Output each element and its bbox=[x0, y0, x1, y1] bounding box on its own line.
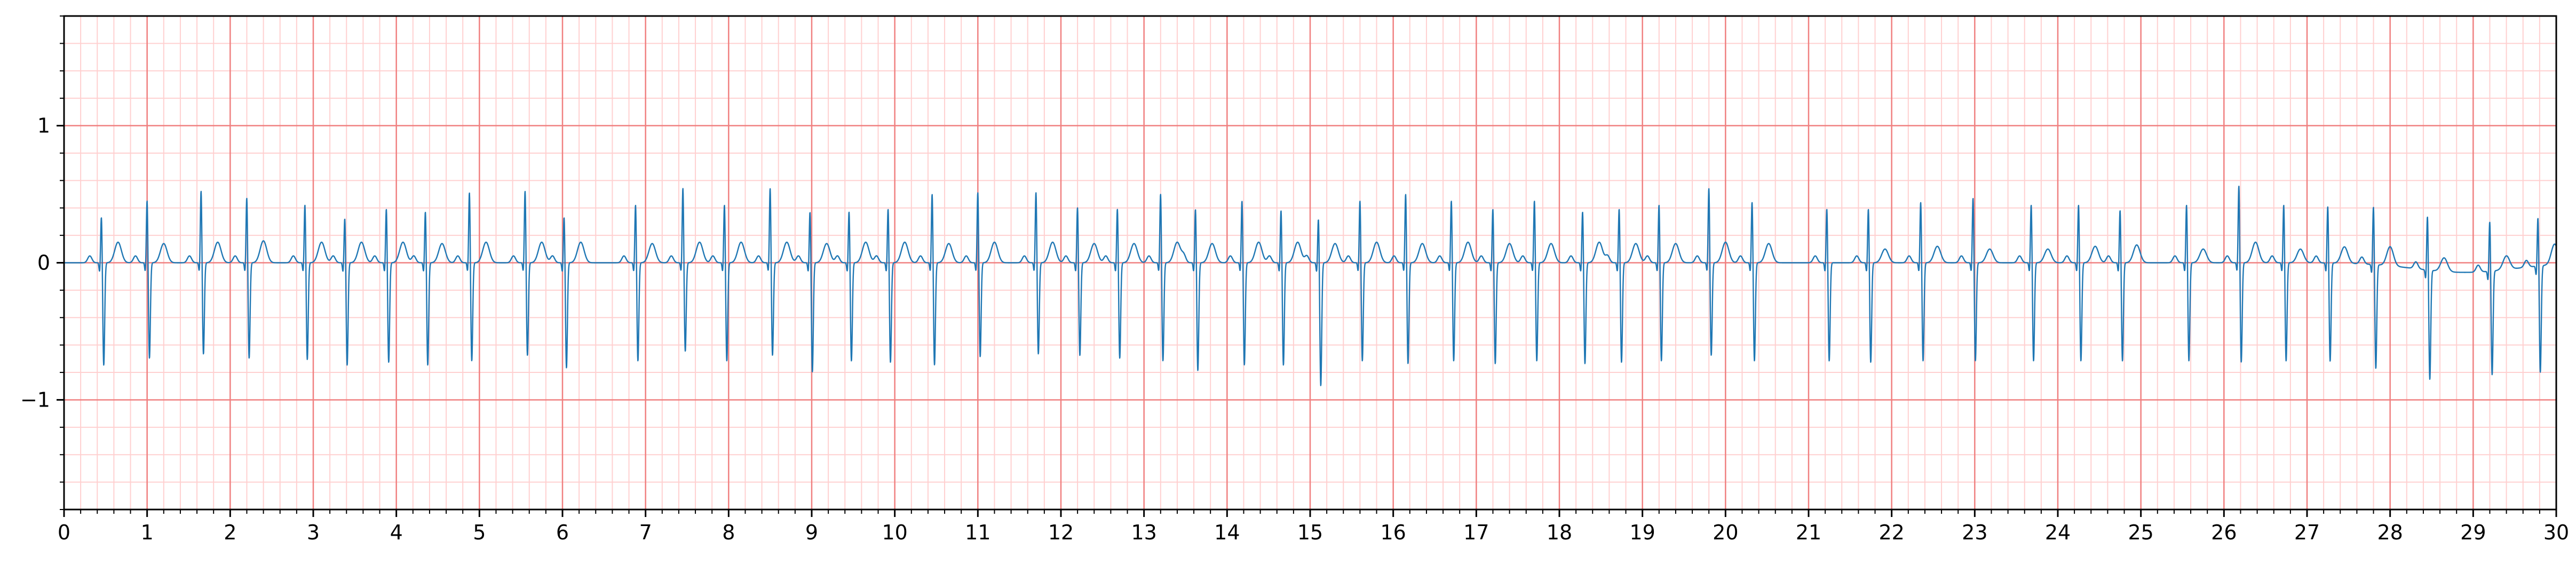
x-tick-label: 16 bbox=[1380, 521, 1406, 544]
x-tick-label: 11 bbox=[965, 521, 990, 544]
x-tick-label: 7 bbox=[639, 521, 652, 544]
trace-layer bbox=[64, 185, 2557, 386]
x-tick-label: 6 bbox=[556, 521, 569, 544]
x-tick-label: 19 bbox=[1629, 521, 1655, 544]
x-tick-label: 24 bbox=[2045, 521, 2071, 544]
x-tick-label: 14 bbox=[1214, 521, 1240, 544]
x-tick-label: 10 bbox=[882, 521, 907, 544]
x-tick-label: 25 bbox=[2128, 521, 2153, 544]
x-tick-label: 8 bbox=[722, 521, 735, 544]
x-tick-label: 4 bbox=[390, 521, 403, 544]
x-tick-label: 12 bbox=[1048, 521, 1074, 544]
x-tick-label: 9 bbox=[805, 521, 818, 544]
y-tick-label: −1 bbox=[20, 388, 50, 411]
x-axis-ticks: 0 1 2 3 4 5 6 7 8 9 10 11 12 13 14 15 16 17 18 19 20 21 22 23 24… bbox=[58, 510, 2569, 544]
x-tick-label: 1 bbox=[141, 521, 154, 544]
x-tick-label: 0 bbox=[58, 521, 70, 544]
ecg-trace-line bbox=[64, 185, 2557, 386]
x-tick-label: 29 bbox=[2460, 521, 2486, 544]
x-tick-label: 15 bbox=[1297, 521, 1323, 544]
x-tick-label: 20 bbox=[1713, 521, 1738, 544]
y-axis-ticks: −1 0 1 bbox=[20, 15, 64, 510]
x-tick-label: 13 bbox=[1131, 521, 1156, 544]
x-tick-label: 17 bbox=[1463, 521, 1489, 544]
x-tick-label: 22 bbox=[1879, 521, 1904, 544]
x-tick-label: 23 bbox=[1962, 521, 1987, 544]
x-tick-label: 18 bbox=[1547, 521, 1572, 544]
x-tick-label: 27 bbox=[2294, 521, 2320, 544]
x-tick-label: 3 bbox=[307, 521, 320, 544]
x-tick-label: 2 bbox=[224, 521, 236, 544]
y-tick-label: 1 bbox=[37, 114, 50, 138]
x-tick-label: 30 bbox=[2543, 521, 2569, 544]
x-tick-label: 26 bbox=[2211, 521, 2237, 544]
y-tick-label: 0 bbox=[37, 251, 50, 275]
x-tick-label: 28 bbox=[2377, 521, 2403, 544]
x-tick-label: 21 bbox=[1796, 521, 1821, 544]
x-tick-label: 5 bbox=[473, 521, 486, 544]
